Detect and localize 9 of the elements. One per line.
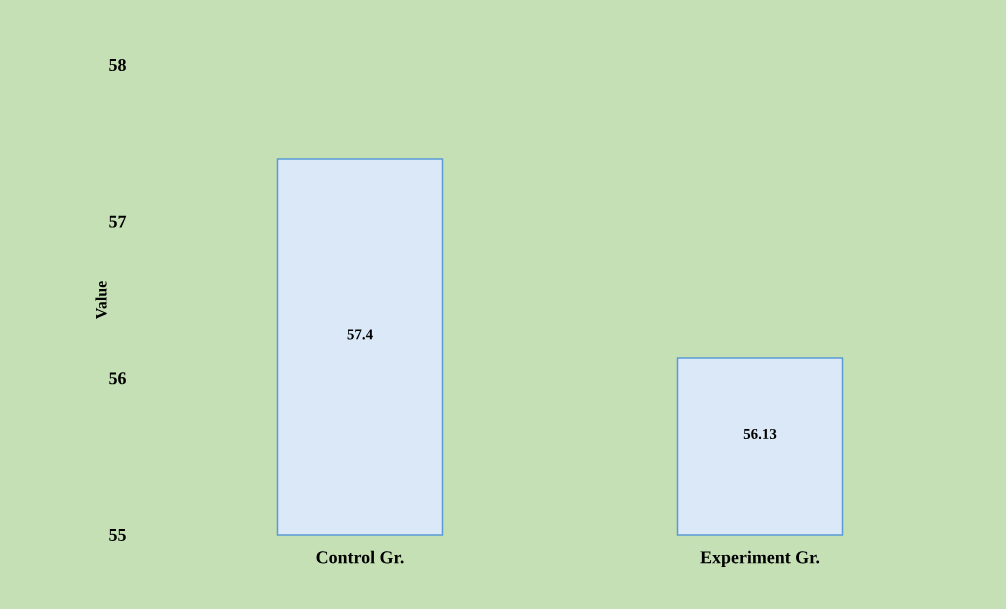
data-label: 56.13 [743, 428, 777, 440]
y-tick-label: 58 [109, 58, 126, 72]
y-tick-label: 56 [109, 372, 126, 385]
x-tick-label: Experiment Gr. [700, 550, 820, 568]
data-label: 57.4 [347, 329, 373, 340]
y-axis-title: Value [95, 281, 107, 320]
x-tick-label: Control Gr. [316, 550, 404, 564]
y-tick-label: 57 [109, 215, 127, 228]
y-tick-label: 55 [109, 529, 126, 541]
